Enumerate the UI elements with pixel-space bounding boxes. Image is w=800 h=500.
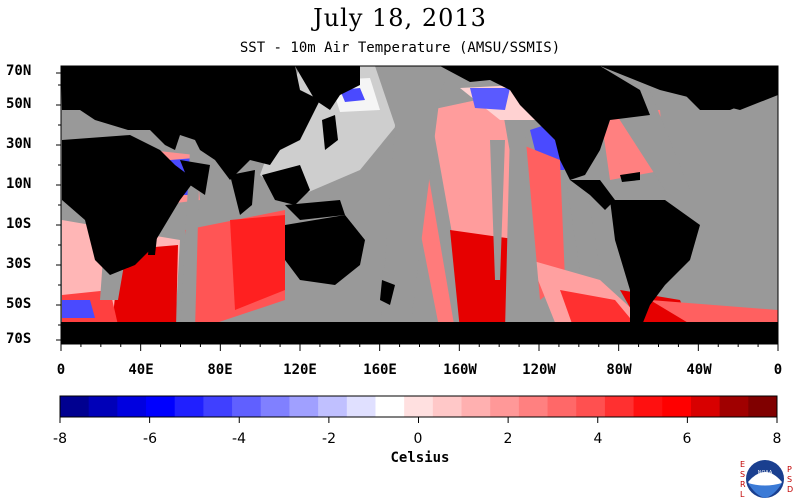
lon-label: 0 <box>773 362 783 378</box>
lat-label: 30S <box>6 256 32 272</box>
colorbar-swatch <box>662 396 692 417</box>
colorbar-swatch <box>289 396 319 417</box>
colorbar-ticks <box>59 417 778 423</box>
colorbar-swatch <box>748 396 778 417</box>
colorbar-swatch <box>633 396 663 417</box>
colorbar-units-label: Celsius <box>390 450 450 466</box>
colorbar-swatch <box>690 396 721 417</box>
lon-label: 120W <box>522 362 556 378</box>
map-subtitle: SST - 10m Air Temperature (AMSU/SSMIS) <box>239 40 561 56</box>
colorbar-swatch <box>461 396 491 417</box>
logo-letter: S <box>740 470 745 479</box>
lon-label: 160E <box>363 362 397 378</box>
colorbar-label: 0 <box>413 431 423 447</box>
lon-label: 160W <box>443 362 477 378</box>
noaa-wave <box>748 483 782 498</box>
colorbar-label: -6 <box>143 431 157 447</box>
colorbar-swatch <box>88 396 118 417</box>
latitude-ticks <box>56 72 61 341</box>
lat-label: 50N <box>6 96 32 112</box>
noaa-text: NOAA <box>758 470 773 476</box>
lon-label: 120E <box>283 362 317 378</box>
colorbar-label: 8 <box>772 431 782 447</box>
longitude-ticks <box>60 344 779 351</box>
lon-label: 80E <box>207 362 233 378</box>
logo-letter: D <box>787 485 793 494</box>
colorbar-swatch <box>117 396 147 417</box>
colorbar-swatch <box>719 396 749 417</box>
swath-band <box>560 290 640 332</box>
swath-gaps <box>100 66 690 335</box>
colorbar-swatch <box>375 396 405 417</box>
logo-letter: S <box>787 475 792 484</box>
logo-letter: R <box>740 480 746 489</box>
colorbar-swatch <box>432 396 463 417</box>
colorbar-swatch <box>604 396 635 417</box>
colorbar-label: -2 <box>322 431 336 447</box>
colorbar-swatch <box>174 396 204 417</box>
colorbar-swatch <box>203 396 233 417</box>
colorbar-swatch <box>146 396 176 417</box>
lat-label: 70S <box>6 331 32 347</box>
lon-label: 80W <box>606 362 632 378</box>
colorbar-swatch <box>60 396 90 417</box>
colorbar-label: 6 <box>682 431 692 447</box>
land-masses <box>61 66 778 344</box>
map-title: July 18, 2013 <box>313 4 487 32</box>
colorbar-swatch <box>260 396 290 417</box>
noaa-logo: E S R L P S D NOAA <box>740 460 793 499</box>
lat-label: 10S <box>6 216 32 232</box>
lon-label: 40E <box>128 362 154 378</box>
logo-letter: E <box>740 460 745 469</box>
colorbar-swatch <box>404 396 434 417</box>
lat-label: 30N <box>6 136 32 152</box>
logo-letter: P <box>787 465 792 474</box>
colorbar-label: 4 <box>593 431 603 447</box>
colorbar-swatch <box>232 396 262 417</box>
swath-band <box>62 300 95 318</box>
logo-letter: L <box>740 490 745 499</box>
colorbar-label: -4 <box>232 431 246 447</box>
colorbar-swatch <box>346 396 376 417</box>
colorbar-swatch <box>547 396 577 417</box>
swath-band <box>470 88 510 110</box>
colorbar-swatch <box>490 396 520 417</box>
lon-label: 40W <box>686 362 712 378</box>
swath-band <box>230 215 285 310</box>
colorbar <box>60 396 778 417</box>
colorbar-swatch <box>576 396 606 417</box>
colorbar-label: -8 <box>53 431 67 447</box>
lat-label: 70N <box>6 63 32 79</box>
lat-label: 10N <box>6 176 32 192</box>
colorbar-swatch <box>518 396 549 417</box>
lon-label: 0 <box>56 362 66 378</box>
colorbar-swatch <box>318 396 348 417</box>
colorbar-label: 2 <box>503 431 513 447</box>
lat-label: 50S <box>6 296 32 312</box>
